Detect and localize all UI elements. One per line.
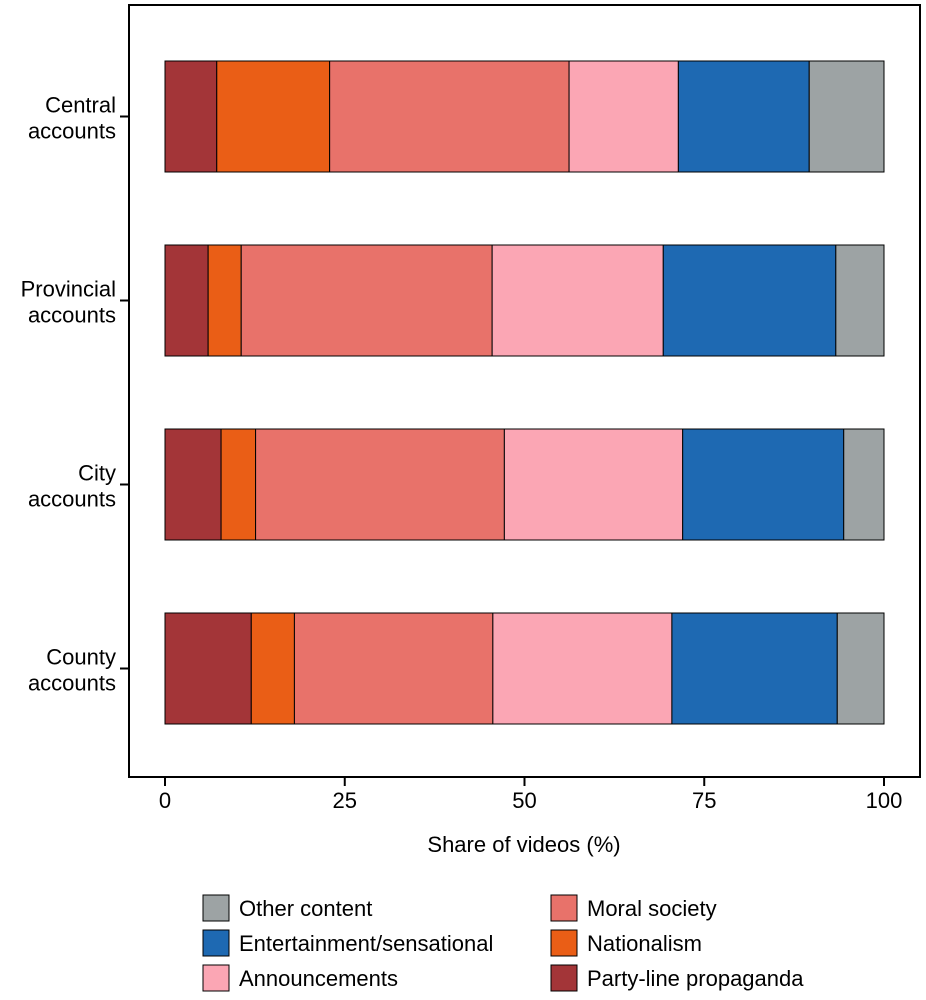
bar-segment xyxy=(207,244,242,357)
y-category-label: Provincial xyxy=(21,277,116,302)
bar-segment xyxy=(682,428,845,541)
y-category-label: accounts xyxy=(28,671,116,696)
y-category-label: County xyxy=(46,645,116,670)
legend-item: Entertainment/sensational xyxy=(202,929,493,957)
bar-segment xyxy=(293,612,494,725)
x-axis: 0 25 50 75 100 xyxy=(159,777,902,813)
bar-segment xyxy=(835,244,885,357)
bar-segment xyxy=(220,428,257,541)
legend-swatch xyxy=(202,894,230,922)
bar-segment xyxy=(503,428,684,541)
legend-label: Entertainment/sensational xyxy=(239,931,493,956)
y-category-label: accounts xyxy=(28,303,116,328)
legend-item: Nationalism xyxy=(550,929,702,957)
legend-label: Nationalism xyxy=(587,931,702,956)
legend-item: Announcements xyxy=(202,964,398,992)
bar-segment xyxy=(492,612,673,725)
bars-layer xyxy=(164,60,885,725)
bar-segment xyxy=(164,612,252,725)
legend-item: Moral society xyxy=(550,894,717,922)
x-axis-title: Share of videos (%) xyxy=(427,832,620,857)
x-tick-label: 100 xyxy=(866,788,903,813)
bar-segment xyxy=(808,60,885,173)
x-tick-label: 25 xyxy=(333,788,357,813)
bar-segment xyxy=(216,60,331,173)
legend-label: Party-line propaganda xyxy=(587,966,804,991)
bar-segment xyxy=(164,428,222,541)
legend-label: Moral society xyxy=(587,896,717,921)
y-category-label: accounts xyxy=(28,119,116,144)
bar-segment xyxy=(250,612,295,725)
bar-segment xyxy=(255,428,505,541)
bar-segment xyxy=(677,60,810,173)
legend-swatch xyxy=(202,964,230,992)
x-tick-label: 75 xyxy=(692,788,716,813)
legend-label: Other content xyxy=(239,896,372,921)
y-category-label: accounts xyxy=(28,487,116,512)
bar-segment xyxy=(843,428,885,541)
bar-segment xyxy=(836,612,885,725)
legend-swatch xyxy=(550,929,578,957)
bar-segment xyxy=(491,244,664,357)
x-tick-label: 0 xyxy=(159,788,171,813)
bar-segment xyxy=(671,612,838,725)
legend-swatch xyxy=(550,964,578,992)
y-category-label: City xyxy=(78,461,116,486)
bar-segment xyxy=(662,244,837,357)
bar-segment xyxy=(164,244,209,357)
bar-segment xyxy=(568,60,679,173)
x-tick-label: 50 xyxy=(512,788,536,813)
y-category-label: Central xyxy=(45,93,116,118)
legend-swatch xyxy=(550,894,578,922)
legend-item: Other content xyxy=(202,894,372,922)
bar-segment xyxy=(329,60,570,173)
legend-item: Party-line propaganda xyxy=(550,964,804,992)
bar-segment xyxy=(240,244,493,357)
legend: Other content Moral society Entertainment/… xyxy=(202,894,804,992)
y-axis: CentralaccountsProvincialaccountsCityacc… xyxy=(21,93,129,696)
legend-swatch xyxy=(202,929,230,957)
bar-segment xyxy=(164,60,218,173)
legend-label: Announcements xyxy=(239,966,398,991)
